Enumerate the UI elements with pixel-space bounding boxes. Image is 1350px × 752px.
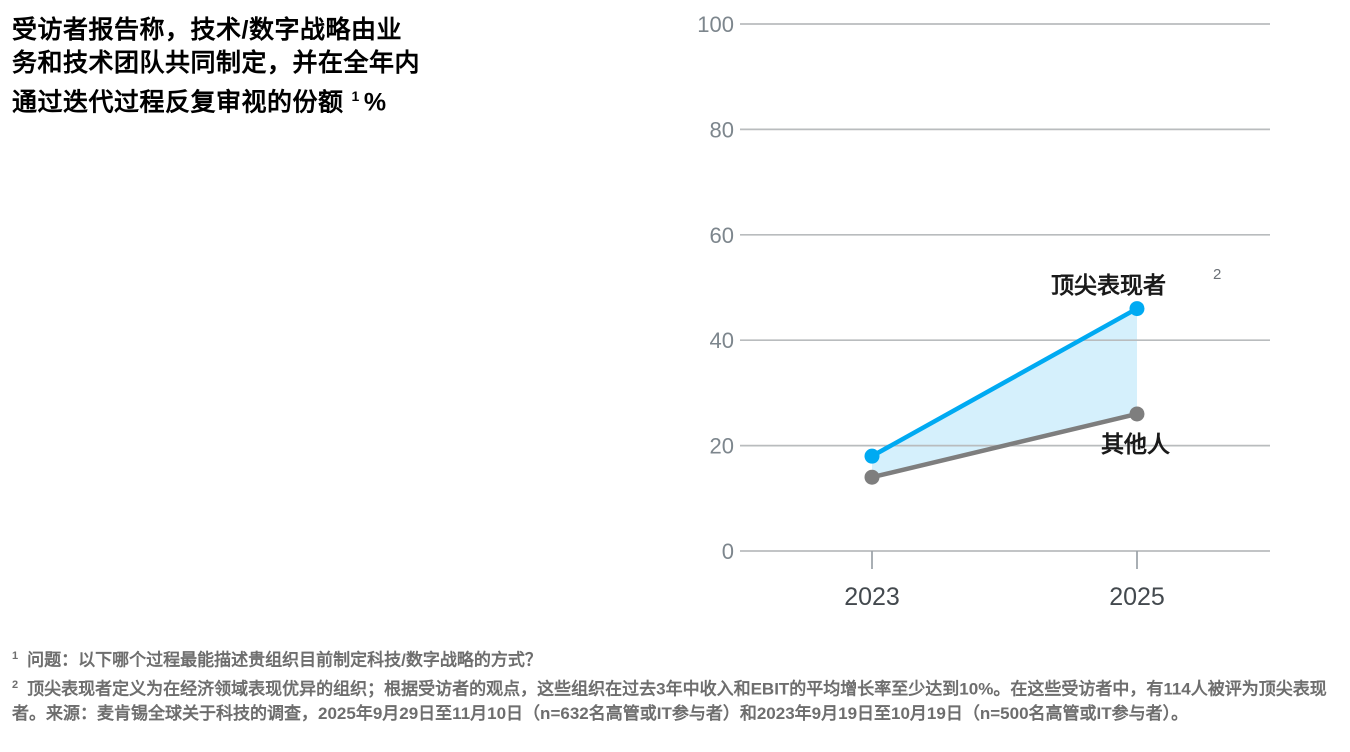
y-tick-label: 40 (710, 328, 734, 353)
title-footnote-ref: 1 (351, 88, 360, 104)
footnote-2: 2 顶尖表现者定义为在经济领域表现优异的组织；根据受访者的观点，这些组织在过去3年… (12, 673, 1342, 727)
chart-title: 受访者报告称，技术/数字战略由业 务和技术团队共同制定，并在全年内 通过迭代过程… (12, 14, 442, 119)
y-tick-label: 20 (710, 434, 734, 459)
data-point (864, 469, 880, 485)
footnote-2-marker: 2 (12, 679, 19, 692)
series-gap-area (872, 308, 1137, 478)
series-line-others (871, 411, 1138, 480)
footnotes: 1 问题：以下哪个过程最能描述贵组织目前制定科技/数字战略的方式？ 2 顶尖表现者定… (12, 644, 1342, 727)
data-point (1129, 406, 1145, 422)
data-point (1129, 301, 1145, 317)
x-tick-label: 2025 (1109, 583, 1165, 611)
footnote-1: 1 问题：以下哪个过程最能描述贵组织目前制定科技/数字战略的方式？ (12, 644, 1342, 673)
footnote-1-marker: 1 (12, 650, 19, 662)
series-line-top-performers (870, 306, 1139, 459)
y-tick-label: 100 (697, 12, 734, 37)
title-unit: % (363, 88, 387, 117)
chart-title-text: 受访者报告称，技术/数字战略由业 务和技术团队共同制定，并在全年内 通过迭代过程… (12, 16, 421, 117)
series-label-footnote-ref: 2 (1213, 266, 1221, 283)
x-tick-label: 2023 (844, 583, 900, 611)
footnote-2-text: 顶尖表现者定义为在经济领域表现优异的组织；根据受访者的观点，这些组织在过去3年中… (12, 679, 1327, 724)
y-tick-label: 60 (710, 223, 734, 248)
chart-area: 100 80 60 40 20 0 2023 2025 顶尖表现者 2 其他人 (680, 0, 1350, 632)
y-tick-label: 80 (710, 117, 734, 142)
footnote-1-text: 问题：以下哪个过程最能描述贵组织目前制定科技/数字战略的方式？ (27, 650, 542, 670)
slope-chart: 100 80 60 40 20 0 2023 2025 顶尖表现者 2 其他人 (697, 12, 1270, 611)
y-tick-label: 0 (722, 539, 734, 564)
series-label: 其他人 (1101, 431, 1171, 457)
data-point (864, 448, 880, 464)
series-label: 顶尖表现者 (1051, 272, 1166, 298)
